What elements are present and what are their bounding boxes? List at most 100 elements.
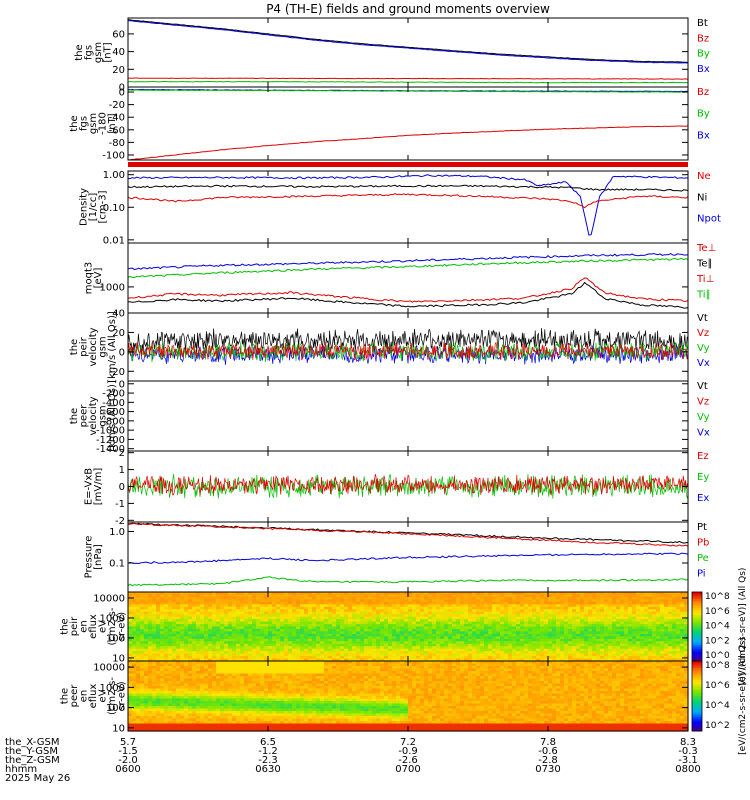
heatmap-cell (168, 703, 173, 707)
heatmap-cell (192, 706, 197, 710)
heatmap-cell (288, 601, 293, 605)
heatmap-cell (380, 633, 385, 637)
heatmap-cell (228, 648, 233, 652)
heatmap-cell (144, 646, 149, 650)
heatmap-cell (156, 663, 161, 667)
heatmap-cell (596, 636, 601, 640)
heatmap-cell (656, 638, 661, 642)
heatmap-cell (608, 592, 613, 596)
heatmap-cell (168, 653, 173, 657)
heatmap-cell (300, 643, 305, 647)
heatmap-cell (380, 653, 385, 657)
heatmap-cell (188, 604, 193, 608)
heatmap-cell (144, 606, 149, 610)
heatmap-cell (312, 658, 317, 662)
heatmap-cell (240, 601, 245, 605)
heatmap-cell (300, 609, 305, 613)
heatmap-cell (220, 666, 225, 670)
heatmap-cell (196, 609, 201, 613)
heatmap-cell (628, 619, 633, 623)
heatmap-cell (176, 681, 181, 685)
heatmap-cell (256, 651, 261, 655)
heatmap-cell (652, 641, 657, 645)
heatmap-cell (192, 723, 197, 727)
heatmap-cell (224, 701, 229, 705)
heatmap-cell (192, 696, 197, 700)
heatmap-cell (288, 641, 293, 645)
heatmap-cell (536, 604, 541, 608)
heatmap-cell (516, 609, 521, 613)
heatmap-cell (680, 624, 685, 628)
heatmap-cell (544, 621, 549, 625)
heatmap-cell (444, 616, 449, 620)
heatmap-cell (492, 646, 497, 650)
heatmap-cell (472, 611, 477, 615)
heatmap-cell (284, 631, 289, 635)
heatmap-cell (668, 636, 673, 640)
heatmap-cell (192, 718, 197, 722)
heatmap-cell (380, 619, 385, 623)
heatmap-cell (464, 619, 469, 623)
heatmap-cell (144, 701, 149, 705)
heatmap-cell (224, 693, 229, 697)
heatmap-cell (328, 648, 333, 652)
heatmap-cell (492, 638, 497, 642)
heatmap-cell (192, 641, 197, 645)
heatmap-cell (416, 656, 421, 660)
heatmap-cell (172, 708, 177, 712)
heatmap-cell (532, 601, 537, 605)
heatmap-cell (640, 653, 645, 657)
y-axis-label: fgs (83, 45, 94, 60)
heatmap-cell (232, 596, 237, 600)
heatmap-cell (380, 624, 385, 628)
heatmap-cell (432, 646, 437, 650)
heatmap-cell (656, 609, 661, 613)
heatmap-cell (248, 624, 253, 628)
heatmap-cell (584, 619, 589, 623)
heatmap-cell (140, 646, 145, 650)
heatmap-cell (216, 703, 221, 707)
series-line-Pi (127, 552, 689, 565)
heatmap-cell (204, 703, 209, 707)
heatmap-cell (576, 606, 581, 610)
heatmap-cell (140, 681, 145, 685)
heatmap-cell (448, 619, 453, 623)
heatmap-cell (484, 626, 489, 630)
heatmap-cell (148, 651, 153, 655)
heatmap-cell (128, 718, 133, 722)
heatmap-cell (472, 653, 477, 657)
heatmap-cell (136, 723, 141, 727)
heatmap-cell (476, 653, 481, 657)
heatmap-cell (316, 648, 321, 652)
heatmap-cell (364, 626, 369, 630)
heatmap-cell (676, 626, 681, 630)
series-line-Bz (128, 77, 689, 80)
heatmap-cell (636, 656, 641, 660)
heatmap-cell (156, 614, 161, 618)
heatmap-cell (504, 594, 509, 598)
heatmap-cell (228, 596, 233, 600)
heatmap-cell (160, 616, 165, 620)
heatmap-cell (152, 711, 157, 715)
heatmap-cell (504, 599, 509, 603)
heatmap-cell (132, 626, 137, 630)
heatmap-cell (528, 633, 533, 637)
heatmap-cell (168, 592, 173, 596)
heatmap-cell (528, 646, 533, 650)
heatmap-cell (216, 661, 221, 665)
heatmap-cell (148, 601, 153, 605)
heatmap-cell (208, 633, 213, 637)
heatmap-cell (504, 616, 509, 620)
heatmap-cell (140, 726, 145, 730)
heatmap-cell (544, 599, 549, 603)
heatmap-cell (404, 606, 409, 610)
heatmap-cell (216, 708, 221, 712)
heatmap-cell (236, 651, 241, 655)
heatmap-cell (376, 609, 381, 613)
heatmap-cell (208, 721, 213, 725)
heatmap-cell (644, 621, 649, 625)
heatmap-cell (296, 631, 301, 635)
heatmap-cell (176, 673, 181, 677)
heatmap-cell (676, 624, 681, 628)
heatmap-cell (576, 638, 581, 642)
